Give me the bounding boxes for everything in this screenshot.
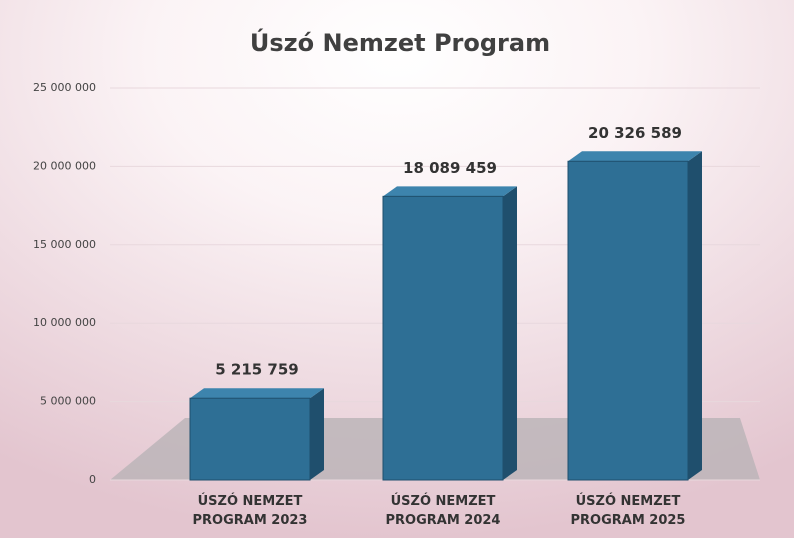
x-tick-label: ÚSZÓ NEMZET PROGRAM 2025 [570,494,686,528]
y-tick-label: 10 000 000 [33,316,96,329]
bar [567,160,689,481]
bar-side [310,388,324,480]
x-tick-label: ÚSZÓ NEMZET PROGRAM 2024 [385,494,501,528]
bar [382,195,504,481]
bar-top [190,388,324,399]
chart-title: Úszó Nemzet Program [250,27,550,57]
y-tick-label: 0 [89,473,96,486]
bar-top [383,186,517,197]
bar-top [568,151,702,162]
y-tick-label: 25 000 000 [33,81,96,94]
bar-side [503,186,517,480]
data-label: 18 089 459 [403,159,497,177]
y-tick-label: 15 000 000 [33,238,96,251]
bar [189,397,311,481]
x-tick-label: ÚSZÓ NEMZET PROGRAM 2023 [192,494,308,528]
data-label: 5 215 759 [215,361,299,379]
data-label: 20 326 589 [588,124,682,142]
bar-side [688,151,702,480]
y-tick-label: 5 000 000 [40,395,96,408]
y-tick-label: 20 000 000 [33,159,96,172]
